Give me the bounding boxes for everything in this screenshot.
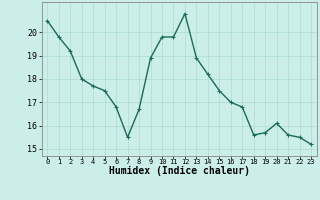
X-axis label: Humidex (Indice chaleur): Humidex (Indice chaleur) <box>109 166 250 176</box>
